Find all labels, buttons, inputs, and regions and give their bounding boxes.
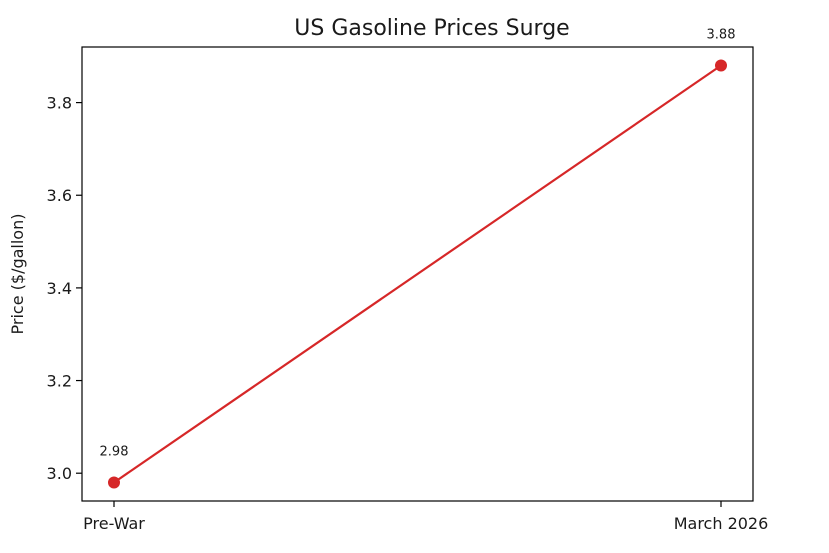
chart-title: US Gasoline Prices Surge [294,16,569,41]
y-tick-label: 3.8 [47,94,72,113]
y-axis-label: Price ($/gallon) [8,214,27,335]
plot-area-frame [81,46,754,502]
data-point [108,476,120,489]
y-tick-label: 3.0 [47,464,72,483]
data-label: 2.98 [100,444,129,459]
x-axis-ticks: Pre-War March 2026 [83,501,768,533]
data-point [715,59,727,72]
y-tick-label: 3.2 [47,372,72,391]
x-tick-label: March 2026 [674,514,769,533]
y-axis-ticks: 3.0 3.2 3.4 3.6 3.8 [47,94,82,483]
x-tick-label: Pre-War [83,514,145,533]
series-layer: 2.98 3.88 [100,28,736,489]
y-tick-label: 3.4 [47,279,72,298]
y-tick-label: 3.6 [47,186,72,205]
data-label: 3.88 [707,28,736,43]
series-line [113,64,722,484]
